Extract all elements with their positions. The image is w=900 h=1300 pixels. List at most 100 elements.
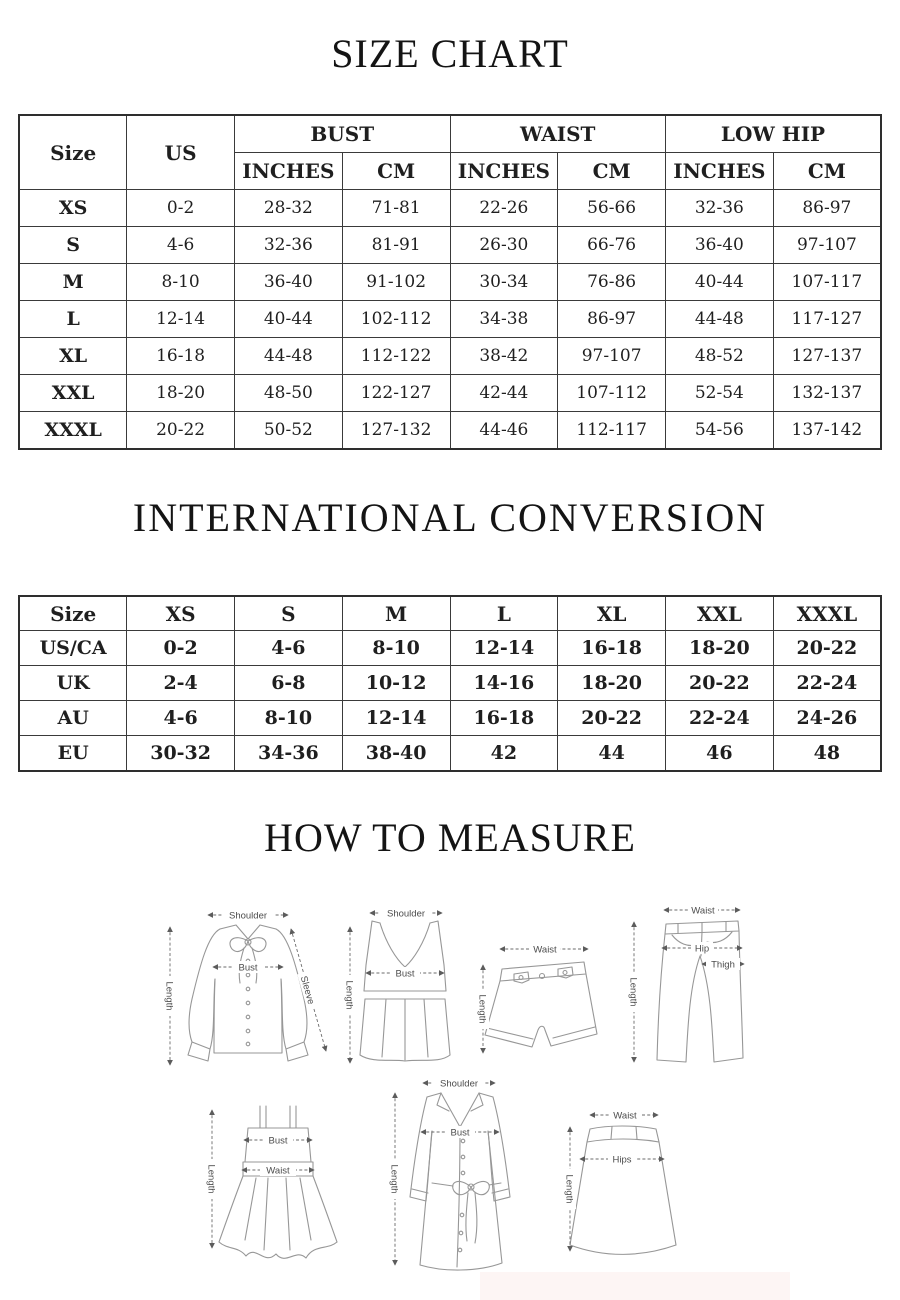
table-row: EU 30-32 34-36 38-40 42 44 46 48: [18, 735, 882, 772]
coat-length-label: Length: [389, 1164, 400, 1193]
table-row: UK 2-4 6-8 10-12 14-16 18-20 20-22 22-24: [18, 665, 882, 701]
table-cell: 107-117: [772, 263, 882, 301]
table-cell: 40-44: [665, 263, 774, 301]
region-label: US/CA: [18, 630, 128, 666]
table-cell: 48-50: [234, 374, 343, 412]
pants-measure-diagram: Waist Hip Thigh Length: [620, 900, 755, 1074]
table-cell: 112-122: [341, 337, 451, 375]
blouse-sleeve-label: Sleeve: [298, 975, 317, 1006]
table-cell: 30-32: [126, 735, 235, 772]
table-row: Size XS S M L XL XXL XXXL: [18, 595, 882, 631]
size-label: M: [18, 263, 128, 301]
table-cell: 81-91: [341, 226, 451, 264]
column-header: L: [449, 595, 559, 631]
shorts-waist-label: Waist: [533, 945, 557, 956]
table-cell: 12-14: [341, 700, 451, 736]
subheader-inches: INCHES: [234, 152, 343, 190]
table-cell: 97-107: [772, 226, 882, 264]
table-cell: 71-81: [341, 189, 451, 227]
table-cell: 44-48: [234, 337, 343, 375]
table-cell: 12-14: [449, 630, 559, 666]
table-cell: 8-10: [234, 700, 343, 736]
blouse-line-art: [187, 924, 309, 1062]
column-header: S: [234, 595, 343, 631]
table-cell: 48: [772, 735, 882, 772]
how-to-measure-title: HOW TO MEASURE: [264, 815, 636, 860]
table-row: S 4-6 32-36 81-91 26-30 66-76 36-40 97-1…: [18, 226, 882, 264]
dress-bust-label: Bust: [268, 1136, 287, 1147]
table-cell: 20-22: [665, 665, 774, 701]
table-cell: 30-34: [449, 263, 559, 301]
dress-measure-diagram: Bust Waist Length: [200, 1090, 355, 1274]
size-chart-table: Size US BUST WAIST LOW HIP INCHES CM INC…: [18, 114, 882, 450]
table-cell: 22-24: [665, 700, 774, 736]
table-row: XXXL 20-22 50-52 127-132 44-46 112-117 5…: [18, 411, 882, 450]
size-label: XXL: [18, 374, 128, 412]
table-row: US/CA 0-2 4-6 8-10 12-14 16-18 18-20 20-…: [18, 630, 882, 666]
table-cell: 44-46: [449, 411, 559, 450]
skirt-measure-diagram: Waist Hips Length: [560, 1105, 685, 1267]
table-cell: 28-32: [234, 189, 343, 227]
table-cell: 4-6: [126, 700, 235, 736]
table-cell: 127-137: [772, 337, 882, 375]
pants-waist-label: Waist: [691, 906, 715, 917]
table-row: Size US BUST WAIST LOW HIP: [18, 114, 882, 190]
column-header: Size: [18, 595, 128, 631]
size-label: XS: [18, 189, 128, 227]
table-cell: 44-48: [665, 300, 774, 338]
table-cell: 18-20: [665, 630, 774, 666]
coat-bust-label: Bust: [450, 1128, 469, 1139]
column-group-bust: BUST: [234, 114, 451, 153]
subheader-cm: CM: [557, 152, 666, 190]
table-cell: 56-66: [557, 189, 666, 227]
table-cell: 24-26: [772, 700, 882, 736]
table-cell: 12-14: [126, 300, 235, 338]
size-chart-title: SIZE CHART: [331, 31, 569, 76]
table-cell: 14-16: [449, 665, 559, 701]
tank-top-shoulder-label: Shoulder: [387, 909, 425, 920]
tank-top-measure-diagram: Shoulder Bust Length: [342, 903, 467, 1079]
table-row: XL 16-18 44-48 112-122 38-42 97-107 48-5…: [18, 337, 882, 375]
table-row: L 12-14 40-44 102-112 34-38 86-97 44-48 …: [18, 300, 882, 338]
blouse-length-label: Length: [164, 981, 175, 1010]
subheader-inches: INCHES: [665, 152, 774, 190]
blouse-measure-diagram: Shoulder Bust Length Sleeve: [158, 903, 338, 1079]
table-cell: 18-20: [126, 374, 235, 412]
table-cell: 42-44: [449, 374, 559, 412]
size-label: S: [18, 226, 128, 264]
table-cell: 127-132: [341, 411, 451, 450]
column-group-waist: WAIST: [449, 114, 666, 153]
table-row: XXL 18-20 48-50 122-127 42-44 107-112 52…: [18, 374, 882, 412]
table-cell: 20-22: [772, 630, 882, 666]
table-cell: 32-36: [665, 189, 774, 227]
size-label: XL: [18, 337, 128, 375]
table-cell: 112-117: [557, 411, 666, 450]
table-cell: 54-56: [665, 411, 774, 450]
table-cell: 38-42: [449, 337, 559, 375]
table-cell: 0-2: [126, 630, 235, 666]
blouse-bust-label: Bust: [238, 963, 257, 974]
table-cell: 86-97: [557, 300, 666, 338]
table-cell: 16-18: [557, 630, 666, 666]
column-header: XXXL: [772, 595, 882, 631]
table-cell: 0-2: [126, 189, 235, 227]
table-cell: 42: [449, 735, 559, 772]
subheader-inches: INCHES: [449, 152, 559, 190]
column-header: XL: [557, 595, 666, 631]
table-cell: 44: [557, 735, 666, 772]
table-cell: 8-10: [341, 630, 451, 666]
table-cell: 20-22: [126, 411, 235, 450]
table-cell: 38-40: [341, 735, 451, 772]
column-header: XXL: [665, 595, 774, 631]
table-cell: 66-76: [557, 226, 666, 264]
size-label: L: [18, 300, 128, 338]
dress-line-art: [218, 1105, 338, 1259]
table-cell: 10-12: [341, 665, 451, 701]
region-label: AU: [18, 700, 128, 736]
table-cell: 16-18: [126, 337, 235, 375]
table-cell: 102-112: [341, 300, 451, 338]
table-row: AU 4-6 8-10 12-14 16-18 20-22 22-24 24-2…: [18, 700, 882, 736]
pants-length-label: Length: [628, 977, 639, 1006]
conversion-title: INTERNATIONAL CONVERSION: [132, 495, 768, 540]
table-cell: 4-6: [234, 630, 343, 666]
